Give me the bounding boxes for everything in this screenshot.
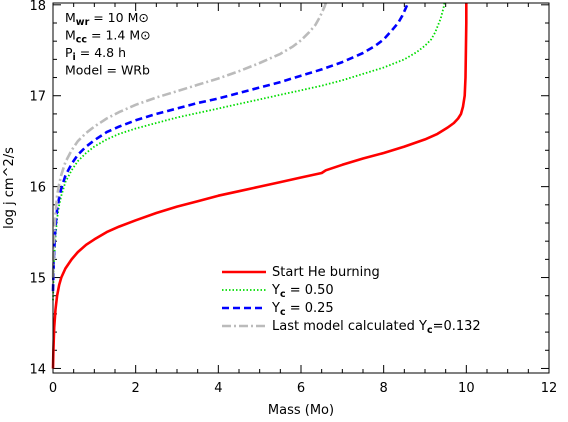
y-tick-label: 18 bbox=[29, 0, 46, 14]
legend-label-3: Yc = 0.25 bbox=[271, 301, 334, 318]
x-tick-label: 0 bbox=[49, 381, 57, 396]
series-line-3 bbox=[51, 2, 410, 292]
y-tick-label: 15 bbox=[29, 272, 46, 287]
y-axis-label: log j cm^2/s bbox=[2, 147, 17, 229]
annotation-line-1: Mwr = 10 M⊙ bbox=[65, 10, 149, 28]
y-tick-label: 17 bbox=[29, 90, 46, 105]
legend-label-4: Last model calculated Yc=0.132 bbox=[272, 319, 481, 336]
series-line-4 bbox=[51, 2, 328, 278]
x-tick-label: 6 bbox=[297, 381, 305, 396]
legend-label-2: Yc = 0.50 bbox=[271, 283, 334, 300]
series-layer bbox=[51, 2, 468, 369]
axes-frame bbox=[52, 2, 550, 374]
annotation-line-3: Pi = 4.8 h bbox=[65, 45, 126, 63]
y-tick-label: 14 bbox=[29, 362, 46, 377]
tick-layer: 0 2 4 6 8 10 12 14 15 16 17 18 bbox=[29, 0, 557, 396]
x-tick-label: 10 bbox=[458, 381, 475, 396]
y-tick-label: 16 bbox=[29, 181, 46, 196]
series-line-1 bbox=[51, 3, 468, 369]
annotation-line-4: Model = WRb bbox=[65, 63, 150, 78]
annotation-line-2: Mcc = 1.4 M⊙ bbox=[65, 28, 151, 46]
x-tick-label: 2 bbox=[132, 381, 140, 396]
x-tick-label: 4 bbox=[214, 381, 222, 396]
x-tick-label: 12 bbox=[541, 381, 558, 396]
series-line-2 bbox=[52, 2, 446, 301]
x-axis-label: Mass (Mo) bbox=[268, 403, 334, 418]
legend-label-1: Start He burning bbox=[272, 265, 380, 280]
x-tick-label: 8 bbox=[380, 381, 388, 396]
